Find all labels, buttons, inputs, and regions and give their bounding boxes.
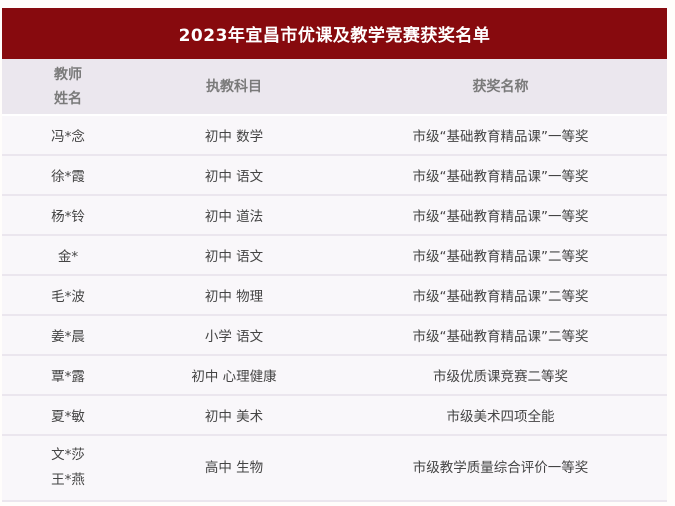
- cell-name: 冯*念: [2, 115, 134, 156]
- cell-award: 市级“基础教育精品课”一等奖: [334, 155, 667, 196]
- header-name-line2: 姓名: [54, 90, 82, 107]
- cell-award: 市级优质课竞赛二等奖: [334, 355, 667, 396]
- cell-award: 市级教学质量综合评价一等奖: [334, 435, 667, 502]
- cell-subject: 初中 美术: [134, 395, 334, 436]
- cell-name: 毛*波: [2, 275, 134, 316]
- table-row: 夏*敏 初中 美术 市级美术四项全能: [2, 395, 667, 436]
- page-title: 2023年宜昌市优课及教学竞赛获奖名单: [2, 8, 667, 59]
- table-header: 教师姓名 执教科目 获奖名称: [2, 59, 667, 116]
- cell-subject: 初中 道法: [134, 195, 334, 236]
- name-1: 文*莎: [51, 447, 85, 463]
- cell-subject: 小学 语文: [134, 315, 334, 356]
- header-subject: 执教科目: [134, 59, 334, 116]
- award-table: 教师 姓名 执教科目 获奖名称 冯*念 初中 数学 市级“基础教育精品课”一等奖 徐*霞…: [2, 59, 667, 502]
- cell-name: 杨*铃: [2, 195, 134, 236]
- table-row: 覃*露 初中 心理健康 市级优质课竞赛二等奖: [2, 355, 667, 396]
- header-award: 获奖名称: [334, 59, 667, 116]
- cell-award: 市级美术四项全能: [334, 395, 667, 436]
- cell-subject: 初中 物理: [134, 275, 334, 316]
- header-name-line1: 教师: [54, 66, 82, 83]
- table-row: 杨*铃 初中 道法 市级“基础教育精品课”一等奖: [2, 195, 667, 236]
- cell-name: 金*: [2, 235, 134, 276]
- cell-name: 姜*晨: [2, 315, 134, 356]
- table-row: 文*莎 王*燕 高中 生物 市级教学质量综合评价一等奖: [2, 435, 667, 502]
- cell-name: 覃*露: [2, 355, 134, 396]
- cell-subject: 初中 心理健康: [134, 355, 334, 396]
- cell-award: 市级“基础教育精品课”二等奖: [334, 235, 667, 276]
- table-row: 金* 初中 语文 市级“基础教育精品课”二等奖: [2, 235, 667, 276]
- cell-name: 夏*敏: [2, 395, 134, 436]
- table-row: 徐*霞 初中 语文 市级“基础教育精品课”一等奖: [2, 155, 667, 196]
- table-row: 姜*晨 小学 语文 市级“基础教育精品课”二等奖: [2, 315, 667, 356]
- header-name: 教师 姓名: [2, 59, 134, 116]
- cell-subject: 初中 语文: [134, 155, 334, 196]
- cell-subject: 初中 语文: [134, 235, 334, 276]
- cell-name: 徐*霞: [2, 155, 134, 196]
- table-row: 毛*波 初中 物理 市级“基础教育精品课”二等奖: [2, 275, 667, 316]
- cell-award: 市级“基础教育精品课”二等奖: [334, 315, 667, 356]
- cell-award: 市级“基础教育精品课”一等奖: [334, 115, 667, 156]
- table-row: 冯*念 初中 数学 市级“基础教育精品课”一等奖: [2, 115, 667, 156]
- name-2: 王*燕: [51, 472, 85, 488]
- cell-subject: 高中 生物: [134, 435, 334, 502]
- cell-name: 文*莎王*燕: [2, 435, 134, 502]
- cell-award: 市级“基础教育精品课”二等奖: [334, 275, 667, 316]
- cell-award: 市级“基础教育精品课”一等奖: [334, 195, 667, 236]
- cell-subject: 初中 数学: [134, 115, 334, 156]
